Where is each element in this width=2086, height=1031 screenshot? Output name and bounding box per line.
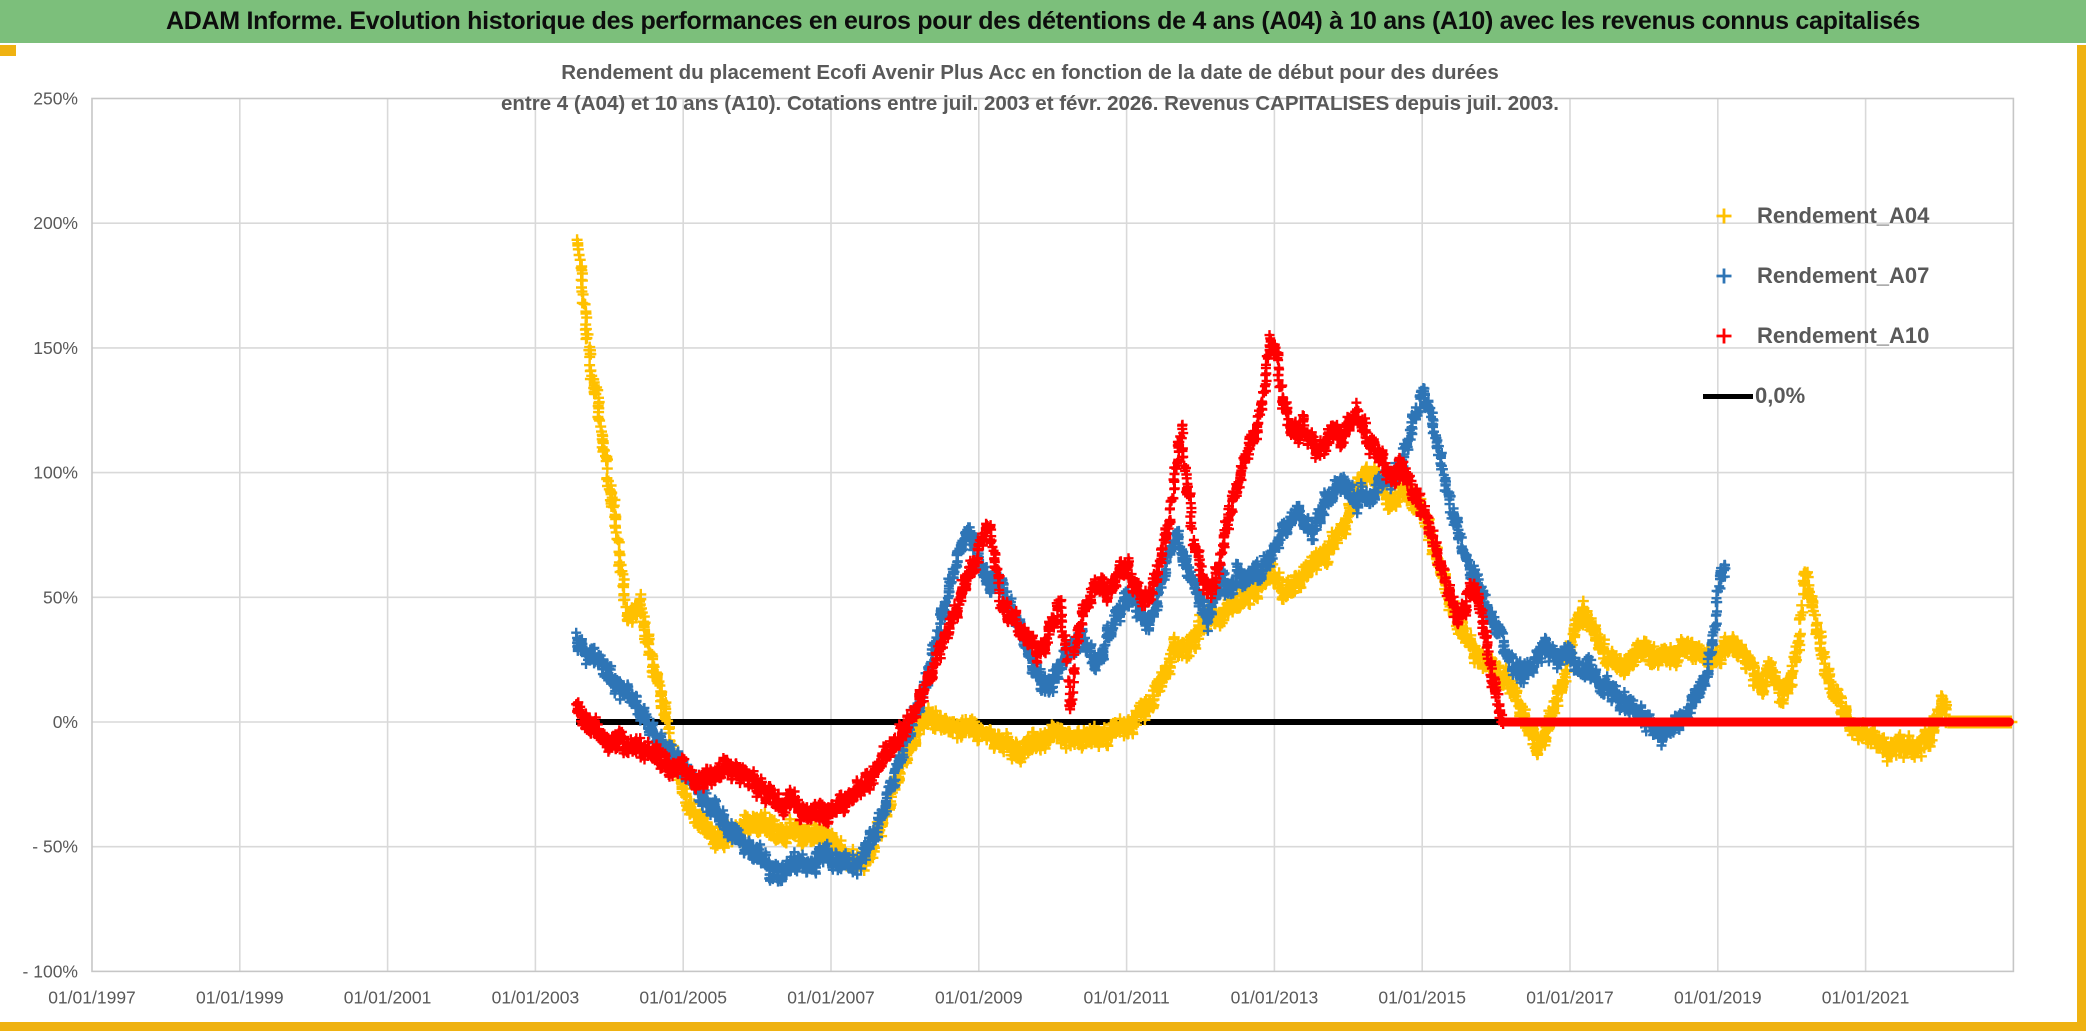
svg-text:01/01/2007: 01/01/2007 bbox=[787, 987, 875, 1007]
svg-text:- 50%: - 50% bbox=[32, 837, 78, 857]
svg-text:01/01/2009: 01/01/2009 bbox=[935, 987, 1023, 1007]
svg-text:200%: 200% bbox=[33, 213, 78, 233]
legend-label: 0,0% bbox=[1755, 383, 1806, 408]
svg-text:01/01/1997: 01/01/1997 bbox=[48, 987, 136, 1007]
svg-text:01/01/2017: 01/01/2017 bbox=[1526, 987, 1614, 1007]
legend-label: Rendement_A07 bbox=[1757, 263, 1930, 288]
plus-marker-icon bbox=[1703, 207, 1745, 225]
legend: Rendement_A04 Rendement_A07 Rendement_A1… bbox=[1703, 186, 2033, 426]
svg-text:250%: 250% bbox=[33, 89, 78, 109]
legend-label: Rendement_A04 bbox=[1757, 203, 1930, 228]
legend-item-rendement-a10[interactable]: Rendement_A10 bbox=[1703, 306, 2033, 366]
legend-item-rendement-a07[interactable]: Rendement_A07 bbox=[1703, 246, 2033, 306]
legend-item-rendement-a04[interactable]: Rendement_A04 bbox=[1703, 186, 2033, 246]
chart-title-line1: Rendement du placement Ecofi Avenir Plus… bbox=[561, 61, 1499, 84]
svg-text:150%: 150% bbox=[33, 338, 78, 358]
svg-text:01/01/2013: 01/01/2013 bbox=[1231, 987, 1319, 1007]
svg-text:01/01/2011: 01/01/2011 bbox=[1083, 987, 1169, 1007]
svg-text:01/01/2001: 01/01/2001 bbox=[344, 987, 432, 1007]
gold-accent-bottom bbox=[0, 1022, 2086, 1031]
banner-title: ADAM Informe. Evolution historique des p… bbox=[166, 7, 1920, 35]
svg-text:01/01/2003: 01/01/2003 bbox=[492, 987, 580, 1007]
legend-item-zero-line[interactable]: 0,0% bbox=[1703, 366, 2033, 426]
zero-line-icon bbox=[1703, 393, 1753, 399]
plus-marker-icon bbox=[1703, 267, 1745, 285]
chart-plot-area: 250% 200% 150% 100% 50% 0% - 50% - 100% 01/01/19… bbox=[23, 89, 2018, 1007]
chart-title-line2: entre 4 (A04) et 10 ans (A10). Cotations… bbox=[500, 92, 1560, 115]
svg-text:100%: 100% bbox=[33, 463, 78, 483]
gold-accent-left bbox=[0, 45, 16, 56]
svg-text:- 100%: - 100% bbox=[23, 961, 78, 981]
svg-text:01/01/2019: 01/01/2019 bbox=[1674, 987, 1762, 1007]
legend-label: Rendement_A10 bbox=[1757, 323, 1930, 348]
chart-title: Rendement du placement Ecofi Avenir Plus… bbox=[250, 57, 1810, 119]
svg-text:50%: 50% bbox=[43, 587, 78, 607]
svg-text:0%: 0% bbox=[53, 712, 78, 732]
gold-accent-right bbox=[2077, 45, 2086, 1031]
svg-text:01/01/2005: 01/01/2005 bbox=[639, 987, 727, 1007]
svg-text:01/01/1999: 01/01/1999 bbox=[196, 987, 284, 1007]
banner: ADAM Informe. Evolution historique des p… bbox=[0, 0, 2086, 43]
svg-text:01/01/2015: 01/01/2015 bbox=[1378, 987, 1466, 1007]
plus-marker-icon bbox=[1703, 327, 1745, 345]
svg-text:01/01/2021: 01/01/2021 bbox=[1822, 987, 1910, 1007]
